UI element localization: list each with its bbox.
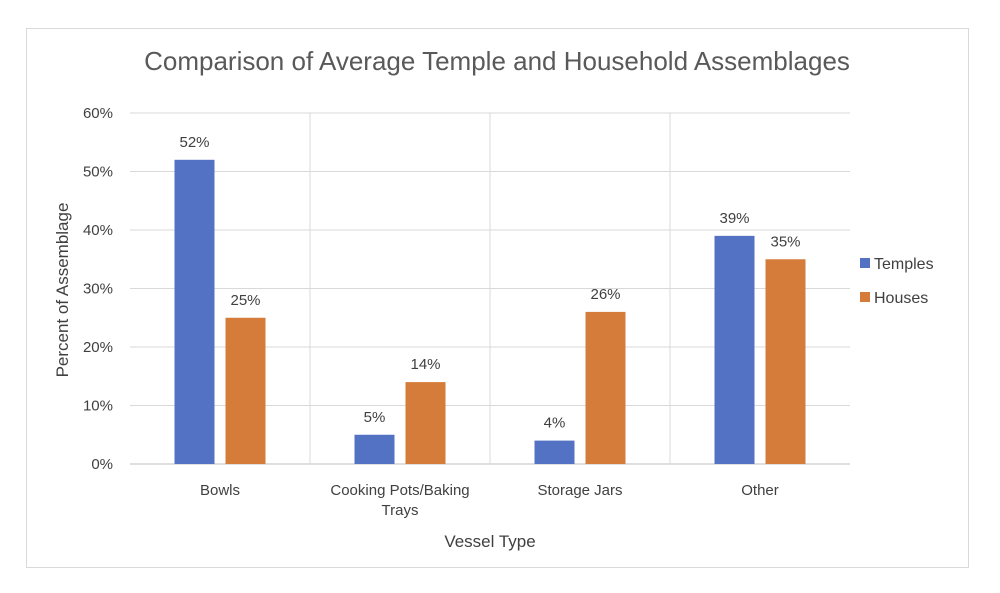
x-tick-label: Trays bbox=[382, 502, 419, 519]
bars bbox=[174, 159, 806, 465]
chart-title: Comparison of Average Temple and Househo… bbox=[144, 46, 850, 76]
bar-temples bbox=[534, 440, 575, 464]
x-tick-label: Cooking Pots/Baking bbox=[330, 482, 469, 499]
legend-label-houses: Houses bbox=[874, 290, 928, 307]
data-label: 5% bbox=[364, 409, 386, 426]
bar-houses bbox=[585, 311, 626, 464]
data-label: 25% bbox=[230, 292, 260, 309]
data-label: 39% bbox=[719, 210, 749, 227]
data-labels: 52% 25% 5% 14% 4% 26% 39% 35% bbox=[179, 134, 800, 432]
y-tick-label: 40% bbox=[83, 222, 113, 239]
legend-swatch-temples bbox=[860, 258, 870, 268]
bar-houses bbox=[765, 259, 806, 464]
y-tick-label: 20% bbox=[83, 339, 113, 356]
bar-temples bbox=[354, 434, 395, 464]
y-tick-label: 50% bbox=[83, 164, 113, 181]
y-axis: 0% 10% 20% 30% 40% 50% 60% bbox=[83, 105, 113, 473]
y-axis-title: Percent of Assemblage bbox=[53, 203, 72, 378]
data-label: 52% bbox=[179, 134, 209, 151]
x-axis-title: Vessel Type bbox=[444, 532, 535, 551]
legend-swatch-houses bbox=[860, 292, 870, 302]
data-label: 26% bbox=[590, 286, 620, 303]
data-label: 35% bbox=[770, 233, 800, 250]
legend: Temples Houses bbox=[860, 256, 934, 307]
x-axis: Bowls Cooking Pots/Baking Trays Storage Jar… bbox=[200, 482, 779, 519]
bar-temples bbox=[714, 235, 755, 464]
bar-houses bbox=[405, 382, 446, 464]
y-tick-label: 60% bbox=[83, 105, 113, 122]
x-tick-label: Bowls bbox=[200, 482, 240, 499]
bar-temples bbox=[174, 159, 215, 465]
legend-label-temples: Temples bbox=[874, 256, 934, 273]
y-tick-label: 30% bbox=[83, 281, 113, 298]
y-tick-label: 0% bbox=[91, 456, 113, 473]
bar-houses bbox=[225, 317, 266, 464]
y-tick-label: 10% bbox=[83, 398, 113, 415]
x-tick-label: Storage Jars bbox=[537, 482, 622, 499]
data-label: 4% bbox=[544, 415, 566, 432]
x-tick-label: Other bbox=[741, 482, 779, 499]
data-label: 14% bbox=[410, 356, 440, 373]
